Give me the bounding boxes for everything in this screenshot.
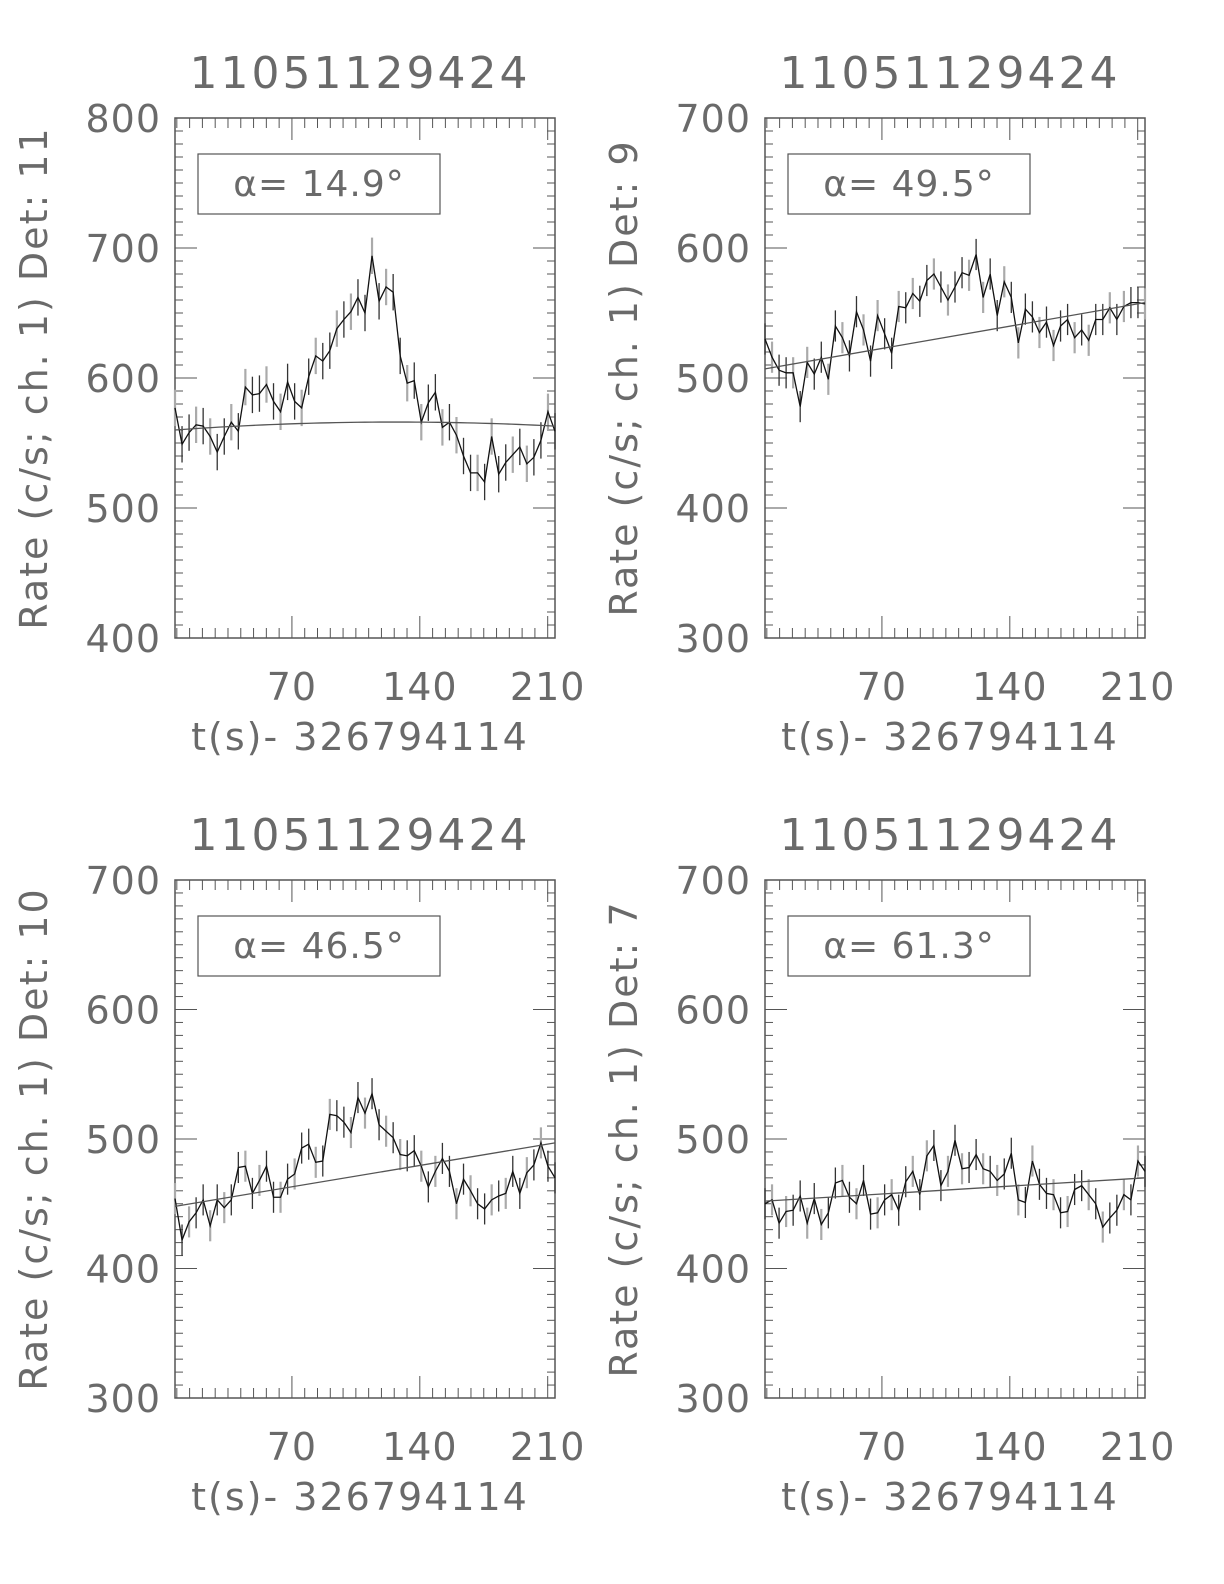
y-tick-label: 700 [85, 859, 161, 903]
x-axis-label: t(s)- 326794114 [781, 715, 1119, 759]
x-tick-label: 210 [1100, 665, 1176, 709]
y-tick-label: 600 [675, 227, 751, 271]
y-axis-label: Rate (c/s; ch. 1) Det: 10 [12, 887, 56, 1390]
annotation-box [787, 915, 1031, 977]
chart-title: 11051129424 [190, 810, 531, 861]
y-tick-label: 500 [675, 1118, 751, 1162]
x-tick-label: 70 [267, 665, 317, 709]
y-tick-label: 400 [675, 487, 751, 531]
y-tick-label: 300 [675, 1377, 751, 1421]
x-tick-label: 140 [972, 665, 1048, 709]
panel-2: 11051129424 300 400 500 600 700 70 140 210 t(s)- … [602, 48, 1176, 759]
y-tick-label: 600 [675, 989, 751, 1033]
fit-line [174, 1142, 556, 1207]
y-tick-label: 400 [85, 617, 161, 661]
panel-1: 11051129424 400 500 600 700 800 70 140 210 t(s)- … [12, 48, 586, 759]
y-tick-label: 600 [85, 357, 161, 401]
x-axis-label: t(s)- 326794114 [781, 1475, 1119, 1519]
y-tick-label: 400 [85, 1248, 161, 1292]
y-axis-label: Rate (c/s; ch. 1) Det: 11 [12, 126, 56, 629]
data-line [174, 1091, 556, 1243]
data-line [174, 255, 556, 484]
data-line [764, 254, 1146, 407]
y-tick-label: 700 [675, 97, 751, 141]
y-tick-label: 400 [675, 1248, 751, 1292]
x-axis-label: t(s)- 326794114 [191, 1475, 529, 1519]
x-tick-label: 140 [382, 665, 458, 709]
y-tick-label: 500 [675, 357, 751, 401]
annotation-box [197, 153, 441, 215]
panel-4: 11051129424 300 400 500 600 700 70 140 210 t(s)- … [602, 810, 1176, 1519]
x-axis-label: t(s)- 326794114 [191, 715, 529, 759]
y-tick-label: 600 [85, 989, 161, 1033]
x-tick-label: 140 [382, 1425, 458, 1469]
annotation-text: α= 46.5° [233, 926, 405, 967]
annotation-box [197, 915, 441, 977]
x-tick-label: 210 [1100, 1425, 1176, 1469]
y-axis-label: Rate (c/s; ch. 1) Det: 9 [602, 139, 646, 616]
annotation-text: α= 14.9° [233, 164, 405, 205]
chart-title: 11051129424 [780, 48, 1121, 99]
fit-line [174, 421, 556, 431]
x-tick-label: 140 [972, 1425, 1048, 1469]
y-tick-label: 500 [85, 1118, 161, 1162]
x-tick-label: 210 [510, 665, 586, 709]
fit-line [764, 1177, 1146, 1202]
x-tick-label: 70 [267, 1425, 317, 1469]
fit-line [764, 301, 1146, 370]
annotation-text: α= 49.5° [823, 164, 995, 205]
y-tick-label: 300 [85, 1377, 161, 1421]
y-tick-label: 700 [85, 227, 161, 271]
annotation-text: α= 61.3° [823, 926, 995, 967]
x-tick-label: 210 [510, 1425, 586, 1469]
data-line [764, 1140, 1146, 1229]
y-tick-label: 300 [675, 617, 751, 661]
chart-title: 11051129424 [190, 48, 531, 99]
x-tick-label: 70 [857, 1425, 907, 1469]
chart-title: 11051129424 [780, 810, 1121, 861]
panel-3: 11051129424 300 400 500 600 700 70 140 210 t(s)- … [12, 810, 586, 1519]
y-tick-label: 500 [85, 487, 161, 531]
y-axis-label: Rate (c/s; ch. 1) Det: 7 [602, 900, 646, 1377]
annotation-box [787, 153, 1031, 215]
y-tick-label: 700 [675, 859, 751, 903]
y-tick-label: 800 [85, 97, 161, 141]
x-tick-label: 70 [857, 665, 907, 709]
